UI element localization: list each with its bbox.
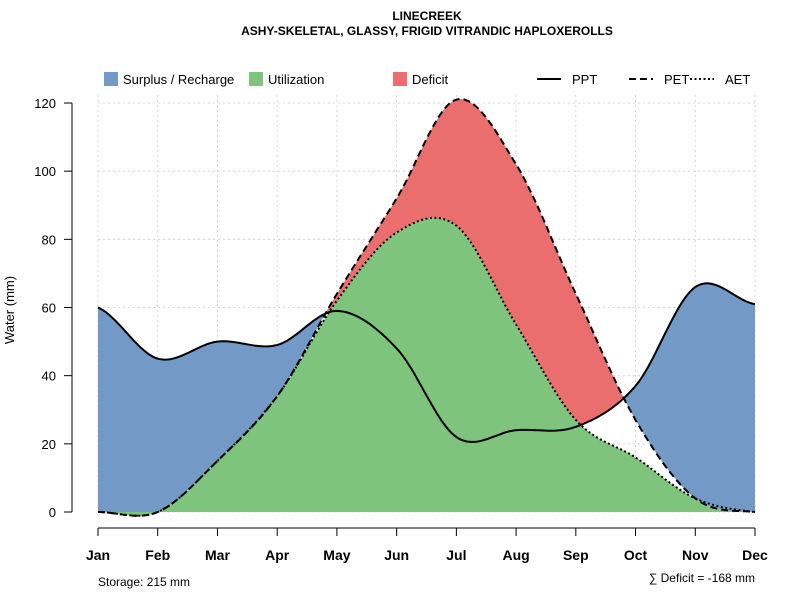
x-tick-label: Aug xyxy=(502,547,529,563)
x-tick-label: Feb xyxy=(145,547,170,563)
x-tick-label: May xyxy=(323,547,350,563)
y-tick-label: 0 xyxy=(49,505,56,520)
x-tick-label: Nov xyxy=(682,547,709,563)
chart-legend: Surplus / Recharge Utilization Deficit PPT P… xyxy=(104,72,750,87)
pet-line xyxy=(98,98,756,517)
x-tick-label: Jun xyxy=(384,547,409,563)
aet-line xyxy=(98,216,756,517)
legend-label: AET xyxy=(725,72,750,87)
surplus-area xyxy=(98,99,755,516)
legend-swatch xyxy=(104,72,118,86)
deficit-note: ∑ Deficit = -168 mm xyxy=(649,571,755,585)
utilization-area xyxy=(98,217,755,516)
ppt-line xyxy=(97,282,756,443)
storage-note: Storage: 215 mm xyxy=(98,575,190,589)
axes: 0 20 40 60 80 100 120 Jan Feb Mar Apr May Jun Jul Aug S… xyxy=(34,96,768,563)
y-tick-label: 100 xyxy=(34,164,56,179)
y-axis-label: Water (mm) xyxy=(2,276,17,344)
x-tick-label: Apr xyxy=(265,547,290,563)
legend-swatch xyxy=(249,72,263,86)
y-tick-label: 80 xyxy=(42,232,56,247)
chart-subtitle: ASHY-SKELETAL, GLASSY, FRIGID VITRANDIC … xyxy=(241,24,613,38)
balance-areas xyxy=(98,99,755,516)
y-tick-label: 60 xyxy=(42,301,56,316)
legend-label: Utilization xyxy=(268,72,324,87)
legend-swatch xyxy=(393,72,407,86)
x-tick-label: Jul xyxy=(446,547,466,563)
x-tick-label: Sep xyxy=(563,547,589,563)
x-tick-label: Jan xyxy=(86,547,110,563)
y-tick-label: 120 xyxy=(34,96,56,111)
legend-label: Deficit xyxy=(412,72,449,87)
y-tick-label: 20 xyxy=(42,437,56,452)
x-tick-label: Mar xyxy=(205,547,230,563)
legend-label: PPT xyxy=(572,72,597,87)
chart-title: LINECREEK xyxy=(392,9,462,23)
x-tick-label: Dec xyxy=(742,547,768,563)
x-tick-label: Oct xyxy=(624,547,648,563)
y-tick-label: 40 xyxy=(42,369,56,384)
series-lines xyxy=(97,98,756,517)
deficit-area xyxy=(98,99,755,516)
legend-label: PET xyxy=(664,72,689,87)
legend-label: Surplus / Recharge xyxy=(123,72,234,87)
